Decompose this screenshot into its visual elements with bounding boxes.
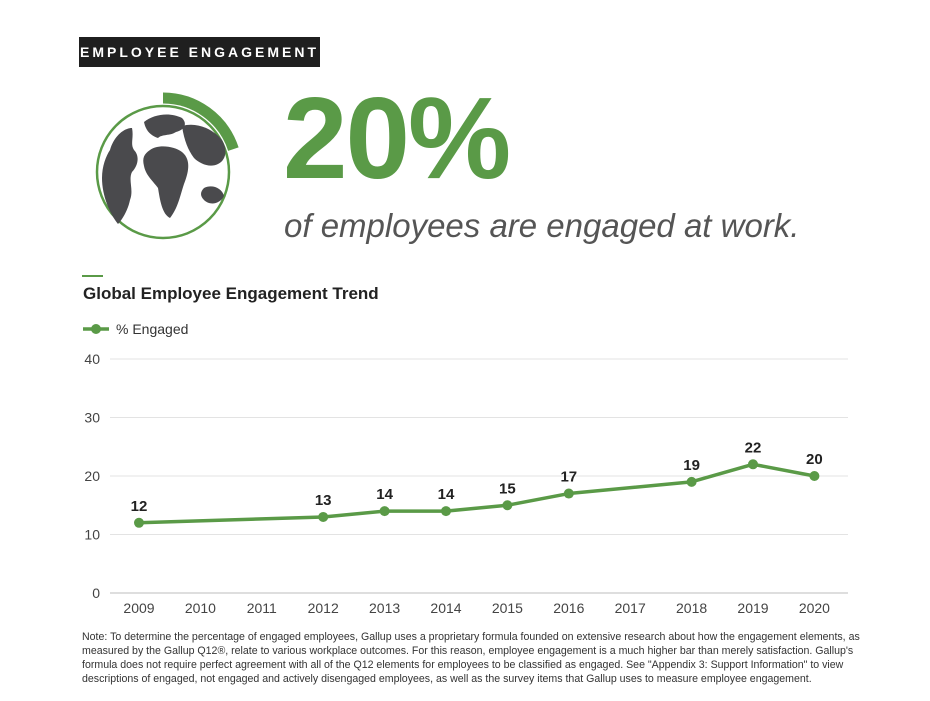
- data-point: [686, 476, 697, 487]
- continent-oceania: [201, 186, 224, 204]
- globe-icon: [95, 92, 239, 240]
- x-tick-label: 2017: [615, 600, 646, 616]
- data-label: 15: [499, 480, 516, 497]
- x-tick-label: 2019: [737, 600, 768, 616]
- progress-arc: [162, 92, 239, 151]
- data-point: [748, 459, 758, 470]
- chart-title: Global Employee Engagement Trend: [83, 284, 379, 303]
- title-accent-rule: [82, 275, 103, 277]
- x-tick-label: 2011: [247, 600, 277, 616]
- headline-caption: of employees are engaged at work.: [284, 207, 800, 244]
- chart-legend: % Engaged: [82, 320, 188, 338]
- continent-asia: [182, 124, 226, 166]
- x-tick-label: 2015: [492, 600, 523, 616]
- y-tick-label: 30: [84, 410, 100, 426]
- data-label: 12: [131, 498, 148, 515]
- legend-label: % Engaged: [116, 321, 189, 337]
- x-tick-label: 2016: [553, 600, 584, 616]
- y-tick-label: 10: [84, 527, 100, 543]
- x-tick-label: 2012: [308, 600, 339, 616]
- x-tick-label: 2013: [369, 600, 400, 616]
- continent-americas: [102, 128, 138, 224]
- series-line: [138, 462, 815, 525]
- data-label: 22: [745, 439, 762, 456]
- y-tick-label: 0: [92, 585, 100, 601]
- data-label: 13: [315, 492, 332, 509]
- y-tick-label: 20: [84, 468, 100, 484]
- footnote: Note: To determine the percentage of eng…: [82, 631, 860, 685]
- section-tag: EMPLOYEE ENGAGEMENT: [79, 37, 320, 67]
- data-point: [318, 511, 329, 522]
- x-tick-label: 2020: [799, 600, 830, 616]
- continent-africa: [143, 146, 189, 218]
- data-label: 19: [683, 457, 700, 474]
- x-tick-label: 2009: [123, 600, 154, 616]
- data-point: [502, 500, 513, 511]
- x-tick-label: 2018: [676, 600, 707, 616]
- y-tick-label: 40: [84, 351, 100, 367]
- data-point: [563, 488, 574, 499]
- data-label: 20: [806, 451, 823, 468]
- data-label: 14: [438, 486, 455, 503]
- x-tick-label: 2010: [185, 600, 216, 616]
- headline-percent: 20%: [283, 73, 511, 203]
- data-point: [441, 506, 451, 517]
- legend-line-marker: [83, 324, 109, 334]
- data-point: [379, 506, 390, 517]
- data-point: [134, 517, 144, 528]
- x-tick-label: 2014: [430, 600, 461, 616]
- data-label: 17: [560, 469, 577, 486]
- data-point: [809, 471, 820, 481]
- data-label: 14: [376, 486, 393, 503]
- continent-europe: [144, 114, 185, 138]
